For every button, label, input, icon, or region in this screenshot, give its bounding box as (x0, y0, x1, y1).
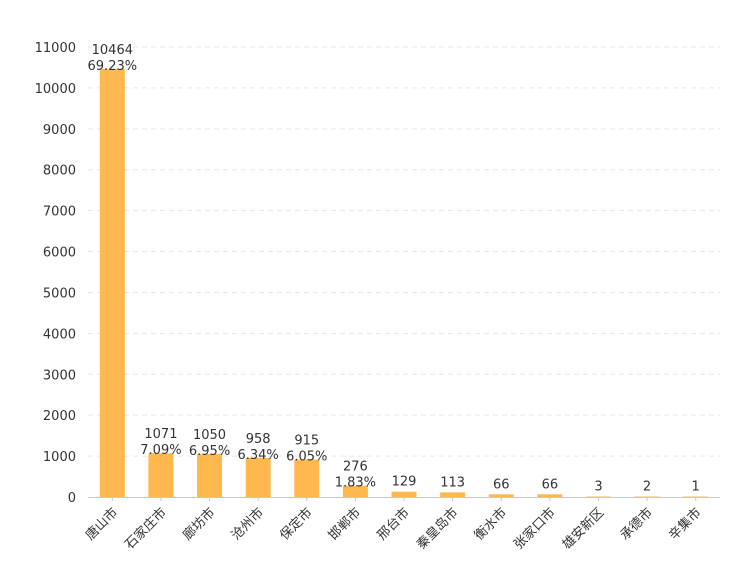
bar (197, 454, 223, 497)
bar (148, 453, 174, 497)
x-category-label: 沧州市 (228, 505, 267, 544)
x-category-label: 秦皇岛市 (413, 505, 461, 553)
bar (634, 496, 660, 497)
x-axis-labels: 唐山市 石家庄市 廊坊市 沧州市 保定市 邯郸市 邢台市 秦皇岛市 衡水市 张家口市 雄安新区 承德市… (82, 497, 705, 553)
x-category-label: 保定市 (277, 505, 316, 544)
value-label: 1 (692, 480, 700, 495)
x-category-label: 唐山市 (82, 505, 121, 544)
x-category-label: 衡水市 (471, 505, 510, 544)
value-label: 1071 (144, 427, 177, 442)
y-tick-label: 7000 (43, 205, 76, 220)
y-tick-label: 6000 (43, 246, 76, 261)
bar (440, 492, 466, 497)
x-category-label: 邯郸市 (325, 505, 364, 544)
x-category-label: 辛集市 (666, 505, 705, 544)
percent-label: 6.34% (237, 448, 278, 463)
x-category-label: 承德市 (617, 505, 656, 544)
y-axis-ticks: 0 1000 2000 3000 4000 5000 6000 7000 8000 9000 100… (35, 41, 76, 506)
percent-label: 1.83% (335, 476, 376, 491)
value-label: 66 (493, 477, 510, 492)
value-label: 3 (594, 480, 602, 495)
bars (99, 68, 709, 497)
percent-label: 6.05% (286, 450, 327, 465)
value-label: 958 (246, 432, 271, 447)
percent-label: 6.95% (189, 444, 230, 459)
y-tick-label: 0 (68, 491, 76, 506)
value-label: 129 (392, 475, 417, 490)
y-tick-label: 10000 (35, 82, 76, 97)
bar (391, 491, 417, 497)
bar (537, 494, 563, 497)
value-label: 2 (643, 480, 651, 495)
bar (342, 485, 368, 497)
x-category-label: 石家庄市 (122, 505, 170, 553)
y-tick-label: 3000 (43, 368, 76, 383)
x-category-label: 邢台市 (374, 505, 413, 544)
y-tick-label: 5000 (43, 286, 76, 301)
value-label: 113 (440, 475, 465, 490)
value-label: 10464 (92, 43, 133, 58)
y-tick-label: 9000 (43, 123, 76, 138)
grid-lines (88, 46, 720, 457)
y-tick-label: 1000 (43, 450, 76, 465)
bar (488, 494, 514, 497)
bar (245, 457, 271, 497)
bar (99, 68, 125, 497)
x-category-label: 雄安新区 (559, 505, 607, 553)
x-category-label: 廊坊市 (179, 505, 218, 544)
value-label: 1050 (193, 428, 226, 443)
value-label: 66 (542, 477, 559, 492)
percent-label: 7.09% (140, 443, 181, 458)
y-tick-label: 4000 (43, 327, 76, 342)
y-tick-label: 11000 (35, 41, 76, 56)
percent-label: 69.23% (88, 59, 138, 74)
bar (585, 496, 611, 497)
y-tick-label: 8000 (43, 164, 76, 179)
value-label: 276 (343, 460, 368, 475)
bar (294, 459, 320, 497)
bar (683, 496, 709, 497)
x-category-label: 张家口市 (511, 505, 559, 553)
y-tick-label: 2000 (43, 409, 76, 424)
value-label: 915 (294, 434, 319, 449)
